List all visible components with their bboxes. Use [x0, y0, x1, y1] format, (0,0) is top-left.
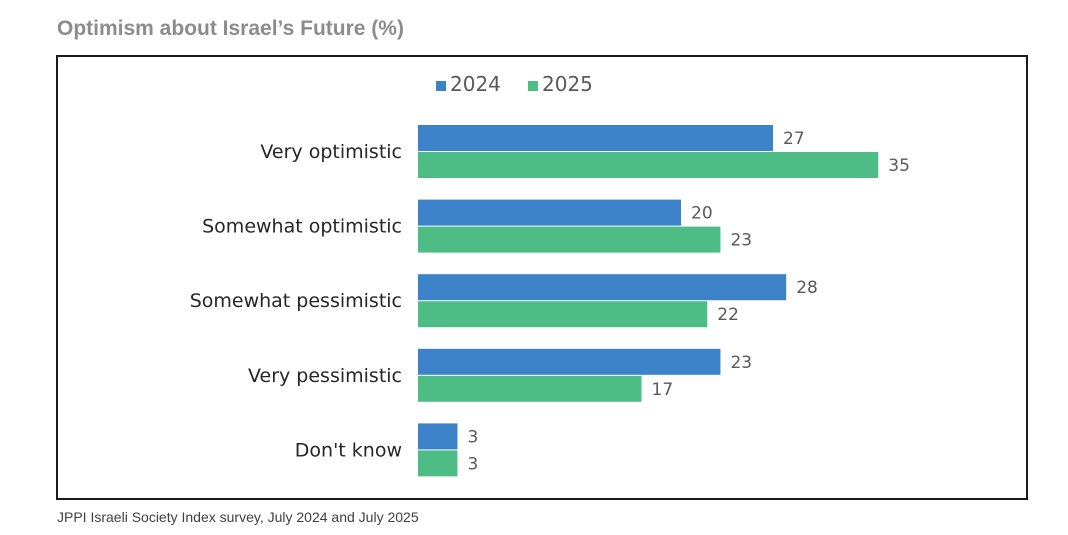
bar-2025: [418, 152, 879, 178]
category-labels: Very optimistic Somewhat optimistic Somewh…: [190, 141, 402, 461]
bar-2024: [418, 423, 458, 450]
chart-legend: 2024 2025: [436, 72, 593, 96]
legend-swatch-2024: [436, 81, 446, 91]
category-label: Don't know: [295, 439, 402, 461]
bars: [418, 125, 879, 477]
bar-2024: [418, 125, 774, 151]
category-label: Somewhat pessimistic: [190, 290, 402, 312]
data-label-2025: 17: [652, 380, 674, 400]
data-label-2025: 35: [888, 156, 910, 176]
data-label-2024: 28: [796, 278, 818, 298]
data-label-2024: 23: [730, 353, 752, 373]
data-labels: 27 35 20 23 28 22 23 17 3 3: [467, 129, 909, 474]
data-label-2025: 3: [467, 454, 478, 474]
bar-2024: [418, 348, 721, 375]
category-label: Very pessimistic: [248, 365, 402, 387]
data-label-2024: 20: [691, 204, 713, 224]
bar-chart: 2024 2025 Very optimistic Somewhat optimis…: [190, 72, 910, 477]
source-note: JPPI Israeli Society Index survey, July …: [57, 509, 419, 525]
bar-2025: [418, 450, 458, 477]
bar-2024: [418, 199, 681, 226]
data-label-2025: 22: [717, 305, 739, 325]
legend-label-2025: 2025: [542, 72, 593, 96]
bar-2025: [418, 375, 642, 402]
data-label-2024: 27: [783, 129, 805, 149]
legend-label-2024: 2024: [450, 72, 501, 96]
bar-2024: [418, 274, 787, 301]
data-label-2024: 3: [467, 427, 478, 447]
bar-2025: [418, 301, 708, 328]
data-label-2025: 23: [730, 231, 752, 251]
category-label: Very optimistic: [260, 141, 402, 163]
chart-frame: 2024 2025 Very optimistic Somewhat optimis…: [56, 55, 1028, 500]
category-label: Somewhat optimistic: [202, 216, 402, 238]
legend-swatch-2025: [528, 81, 538, 91]
bar-2025: [418, 226, 721, 253]
chart-title: Optimism about Israel’s Future (%): [57, 17, 404, 40]
